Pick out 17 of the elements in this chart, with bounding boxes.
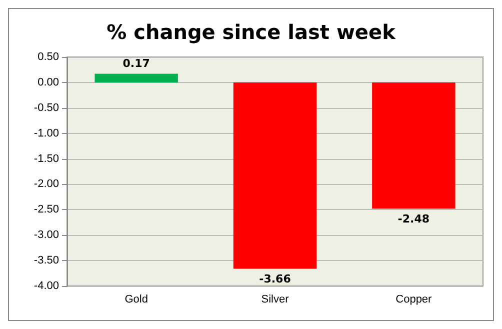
data-label: -2.48 — [398, 212, 430, 226]
y-tick-label: 0.50 — [38, 51, 59, 63]
y-tick-label: -1.00 — [34, 127, 59, 140]
y-tick-label: -2.50 — [34, 204, 59, 216]
data-label: 0.17 — [122, 56, 150, 70]
chart-title: % change since last week — [106, 20, 396, 44]
y-tick-label: 0.00 — [38, 76, 59, 88]
y-tick-label: -2.00 — [34, 178, 59, 190]
y-tick-label: -1.50 — [34, 152, 59, 165]
data-label: -3.66 — [259, 272, 292, 286]
x-tick-label: Copper — [396, 294, 432, 306]
y-tick-label: -3.00 — [34, 229, 59, 242]
x-tick-label: Gold — [124, 294, 148, 306]
x-tick-label: Silver — [261, 294, 290, 306]
y-tick-label: -0.50 — [34, 102, 59, 114]
y-tick-label: -3.50 — [34, 254, 59, 267]
y-tick-label: -4.00 — [34, 280, 59, 292]
